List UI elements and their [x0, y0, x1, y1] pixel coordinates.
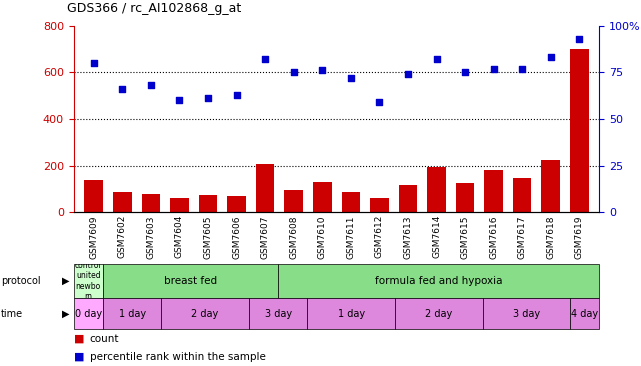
- Bar: [485, 170, 503, 212]
- Text: 2 day: 2 day: [425, 309, 453, 319]
- Point: [345, 75, 356, 81]
- Bar: [483, 298, 570, 329]
- Point: [260, 56, 271, 62]
- Bar: [278, 264, 599, 298]
- Point: [288, 69, 299, 75]
- Text: percentile rank within the sample: percentile rank within the sample: [90, 352, 265, 362]
- Bar: [74, 264, 103, 298]
- Text: GDS366 / rc_AI102868_g_at: GDS366 / rc_AI102868_g_at: [67, 2, 242, 15]
- Bar: [113, 193, 131, 212]
- Text: control
united
newbo
rn: control united newbo rn: [75, 261, 102, 301]
- Point: [231, 92, 242, 98]
- Point: [146, 82, 156, 88]
- Point: [403, 71, 413, 77]
- Bar: [249, 298, 307, 329]
- Text: 4 day: 4 day: [571, 309, 598, 319]
- Point: [203, 96, 213, 101]
- Bar: [285, 190, 303, 212]
- Text: 3 day: 3 day: [513, 309, 540, 319]
- Bar: [456, 183, 474, 212]
- Bar: [542, 160, 560, 212]
- Text: 0 day: 0 day: [75, 309, 102, 319]
- Bar: [228, 197, 246, 212]
- Point: [88, 60, 99, 66]
- Bar: [395, 298, 483, 329]
- Bar: [570, 298, 599, 329]
- Bar: [313, 182, 331, 212]
- Bar: [342, 192, 360, 212]
- Text: ▶: ▶: [62, 276, 70, 286]
- Bar: [256, 164, 274, 212]
- Text: 2 day: 2 day: [192, 309, 219, 319]
- Point: [545, 55, 556, 60]
- Bar: [427, 167, 445, 212]
- Point: [574, 36, 585, 42]
- Bar: [142, 194, 160, 212]
- Text: 1 day: 1 day: [119, 309, 146, 319]
- Text: protocol: protocol: [1, 276, 40, 286]
- Text: breast fed: breast fed: [164, 276, 217, 286]
- Bar: [370, 198, 388, 212]
- Text: ■: ■: [74, 352, 84, 362]
- Bar: [103, 298, 162, 329]
- Text: 3 day: 3 day: [265, 309, 292, 319]
- Point: [431, 56, 442, 62]
- Text: ▶: ▶: [62, 309, 70, 319]
- Point: [174, 97, 185, 103]
- Point: [460, 69, 470, 75]
- Bar: [162, 298, 249, 329]
- Bar: [170, 198, 188, 212]
- Point: [117, 86, 128, 92]
- Bar: [570, 49, 588, 212]
- Point: [488, 66, 499, 71]
- Text: count: count: [90, 333, 119, 344]
- Bar: [307, 298, 395, 329]
- Text: ■: ■: [74, 333, 84, 344]
- Bar: [85, 180, 103, 212]
- Point: [374, 99, 385, 105]
- Point: [517, 66, 528, 71]
- Bar: [103, 264, 278, 298]
- Bar: [199, 195, 217, 212]
- Point: [317, 67, 328, 73]
- Bar: [399, 185, 417, 212]
- Text: formula fed and hypoxia: formula fed and hypoxia: [375, 276, 503, 286]
- Text: 1 day: 1 day: [338, 309, 365, 319]
- Bar: [513, 178, 531, 212]
- Text: time: time: [1, 309, 23, 319]
- Bar: [74, 298, 103, 329]
